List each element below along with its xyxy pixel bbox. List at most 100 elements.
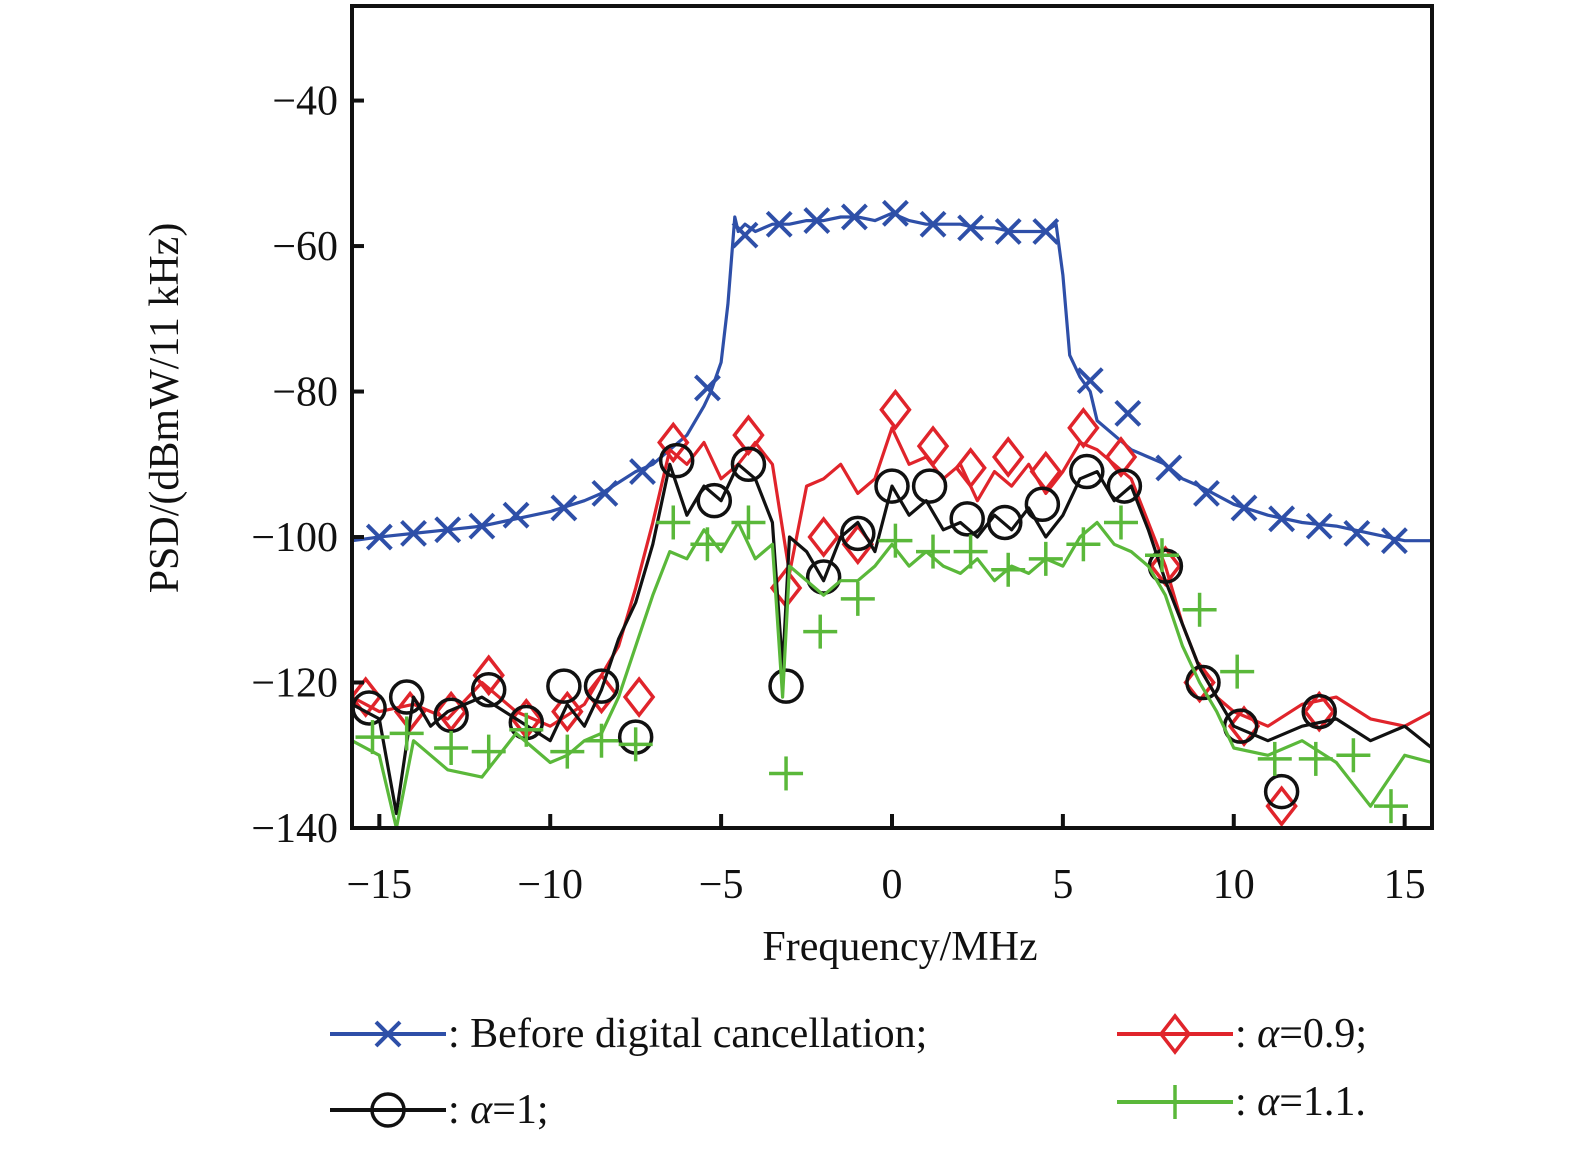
marker-before-cancellation [1114, 399, 1142, 427]
series-line-alpha-0-9 [352, 426, 1432, 728]
marker-alpha-1 [987, 504, 1023, 541]
marker-alpha-1 [546, 668, 582, 704]
legend-item-alpha-0-9: : α=0.9; [1115, 1004, 1367, 1064]
marker-alpha-1-1 [1298, 741, 1333, 776]
marker-alpha-1-1 [1145, 538, 1179, 573]
legend-swatch-black-circle-icon [330, 1092, 446, 1128]
series-before-cancellation [352, 199, 1432, 555]
marker-before-cancellation [1268, 505, 1296, 533]
marker-alpha-1-1 [471, 734, 506, 769]
marker-alpha-1 [658, 442, 695, 479]
marker-alpha-1-1 [690, 527, 725, 562]
marker-alpha-1 [730, 446, 767, 483]
marker-alpha-1-1 [509, 712, 544, 747]
marker-before-cancellation [434, 516, 462, 544]
marker-before-cancellation [629, 458, 656, 485]
marker-alpha-1-1 [916, 534, 951, 569]
marker-alpha-1 [874, 468, 910, 504]
marker-alpha-1-1 [1373, 789, 1408, 824]
marker-alpha-1 [1263, 773, 1300, 810]
marker-alpha-0-9 [551, 690, 584, 733]
legend-item-before-cancellation: : Before digital cancellation; [328, 1004, 927, 1064]
x-tick-label: 15 [1384, 862, 1426, 908]
marker-before-cancellation [1343, 519, 1371, 547]
marker-alpha-1 [805, 559, 842, 595]
marker-alpha-0-9 [1183, 661, 1216, 704]
marker-alpha-1-1 [840, 581, 875, 616]
marker-alpha-0-9 [657, 421, 690, 464]
x-tick-label: −5 [699, 862, 744, 908]
marker-alpha-1 [1106, 468, 1143, 504]
marker-alpha-0-9 [807, 516, 840, 558]
plot-frame [350, 4, 1434, 830]
marker-alpha-0-9 [352, 676, 382, 718]
series-line-alpha-1 [352, 462, 1432, 816]
marker-before-cancellation [1032, 218, 1060, 245]
x-tick-label: −15 [346, 862, 412, 908]
marker-before-cancellation [550, 494, 578, 522]
marker-alpha-1 [388, 679, 425, 715]
marker-alpha-0-9 [732, 414, 765, 457]
marker-alpha-1-1 [1220, 654, 1255, 689]
marker-alpha-1 [768, 668, 804, 704]
axes-layer: −40 −60 −80 −100 −120 −140−15 −10 −5 0 5 10 15 [251, 4, 1434, 908]
marker-before-cancellation [919, 210, 947, 238]
marker-alpha-1-1 [1257, 741, 1292, 776]
marker-before-cancellation [803, 207, 831, 235]
marker-alpha-1 [1024, 486, 1061, 523]
marker-alpha-0-9 [472, 654, 505, 697]
marker-before-cancellation [840, 203, 868, 231]
legend-label-alpha-1: : α=1; [448, 1087, 549, 1133]
marker-alpha-1-1 [769, 756, 804, 791]
series-line-before-cancellation [352, 211, 1432, 543]
marker-alpha-1 [583, 668, 620, 704]
marker-alpha-0-9 [585, 672, 618, 715]
marker-before-cancellation [468, 512, 496, 540]
marker-alpha-0-9 [1302, 690, 1336, 733]
y-tick-label: −40 [272, 79, 338, 125]
marker-before-cancellation [694, 374, 721, 402]
x-tick-label: 5 [1052, 862, 1073, 908]
marker-before-cancellation [1076, 367, 1104, 395]
marker-alpha-1-1 [1336, 738, 1371, 773]
marker-alpha-1-1 [1182, 592, 1217, 627]
marker-before-cancellation [1155, 454, 1183, 482]
marker-before-cancellation [1380, 527, 1408, 555]
marker-alpha-1 [911, 468, 948, 504]
marker-alpha-1-1 [550, 734, 585, 769]
legend: : Before digital cancellation; : α=0.9; … [0, 1000, 1575, 1154]
marker-before-cancellation [1193, 479, 1220, 507]
marker-alpha-1 [696, 482, 733, 519]
legend-label-alpha-0-9: : α=0.9; [1235, 1011, 1368, 1057]
legend-item-alpha-1-1: : α=1.1. [1115, 1072, 1366, 1132]
marker-alpha-0-9 [916, 425, 950, 467]
legend-label-alpha-1-1: : α=1.1. [1235, 1079, 1366, 1125]
marker-alpha-0-9 [1265, 785, 1298, 828]
marker-before-cancellation [1230, 494, 1258, 522]
marker-alpha-1 [949, 501, 985, 537]
marker-alpha-1-1 [1103, 505, 1138, 540]
y-tick-label: −100 [251, 515, 338, 561]
series-alpha-1-1 [352, 505, 1432, 828]
marker-before-cancellation [731, 221, 759, 249]
legend-item-alpha-1: : α=1; [328, 1080, 549, 1140]
y-tick-label: −120 [251, 661, 338, 707]
marker-alpha-1 [1185, 664, 1221, 701]
marker-before-cancellation [957, 214, 985, 242]
legend-marker [374, 1020, 402, 1048]
marker-alpha-0-9 [1067, 407, 1100, 449]
legend-swatch-green-plus-icon [1117, 1085, 1233, 1119]
psd-chart: −40 −60 −80 −100 −120 −140−15 −10 −5 0 5 10 15 Freq… [142, 4, 1434, 970]
legend-label-before-cancellation: : Before digital cancellation; [448, 1011, 928, 1057]
marker-before-cancellation [591, 479, 619, 507]
marker-before-cancellation [502, 501, 530, 529]
marker-before-cancellation [765, 210, 793, 238]
legend-marker [1158, 1013, 1192, 1055]
series-alpha-1 [352, 442, 1432, 816]
marker-alpha-0-9 [1104, 436, 1138, 478]
marker-alpha-1-1 [355, 720, 390, 755]
marker-alpha-1-1 [731, 505, 766, 540]
series-layer [352, 199, 1432, 828]
series-line-alpha-1-1 [352, 520, 1432, 828]
marker-alpha-1-1 [584, 723, 619, 758]
